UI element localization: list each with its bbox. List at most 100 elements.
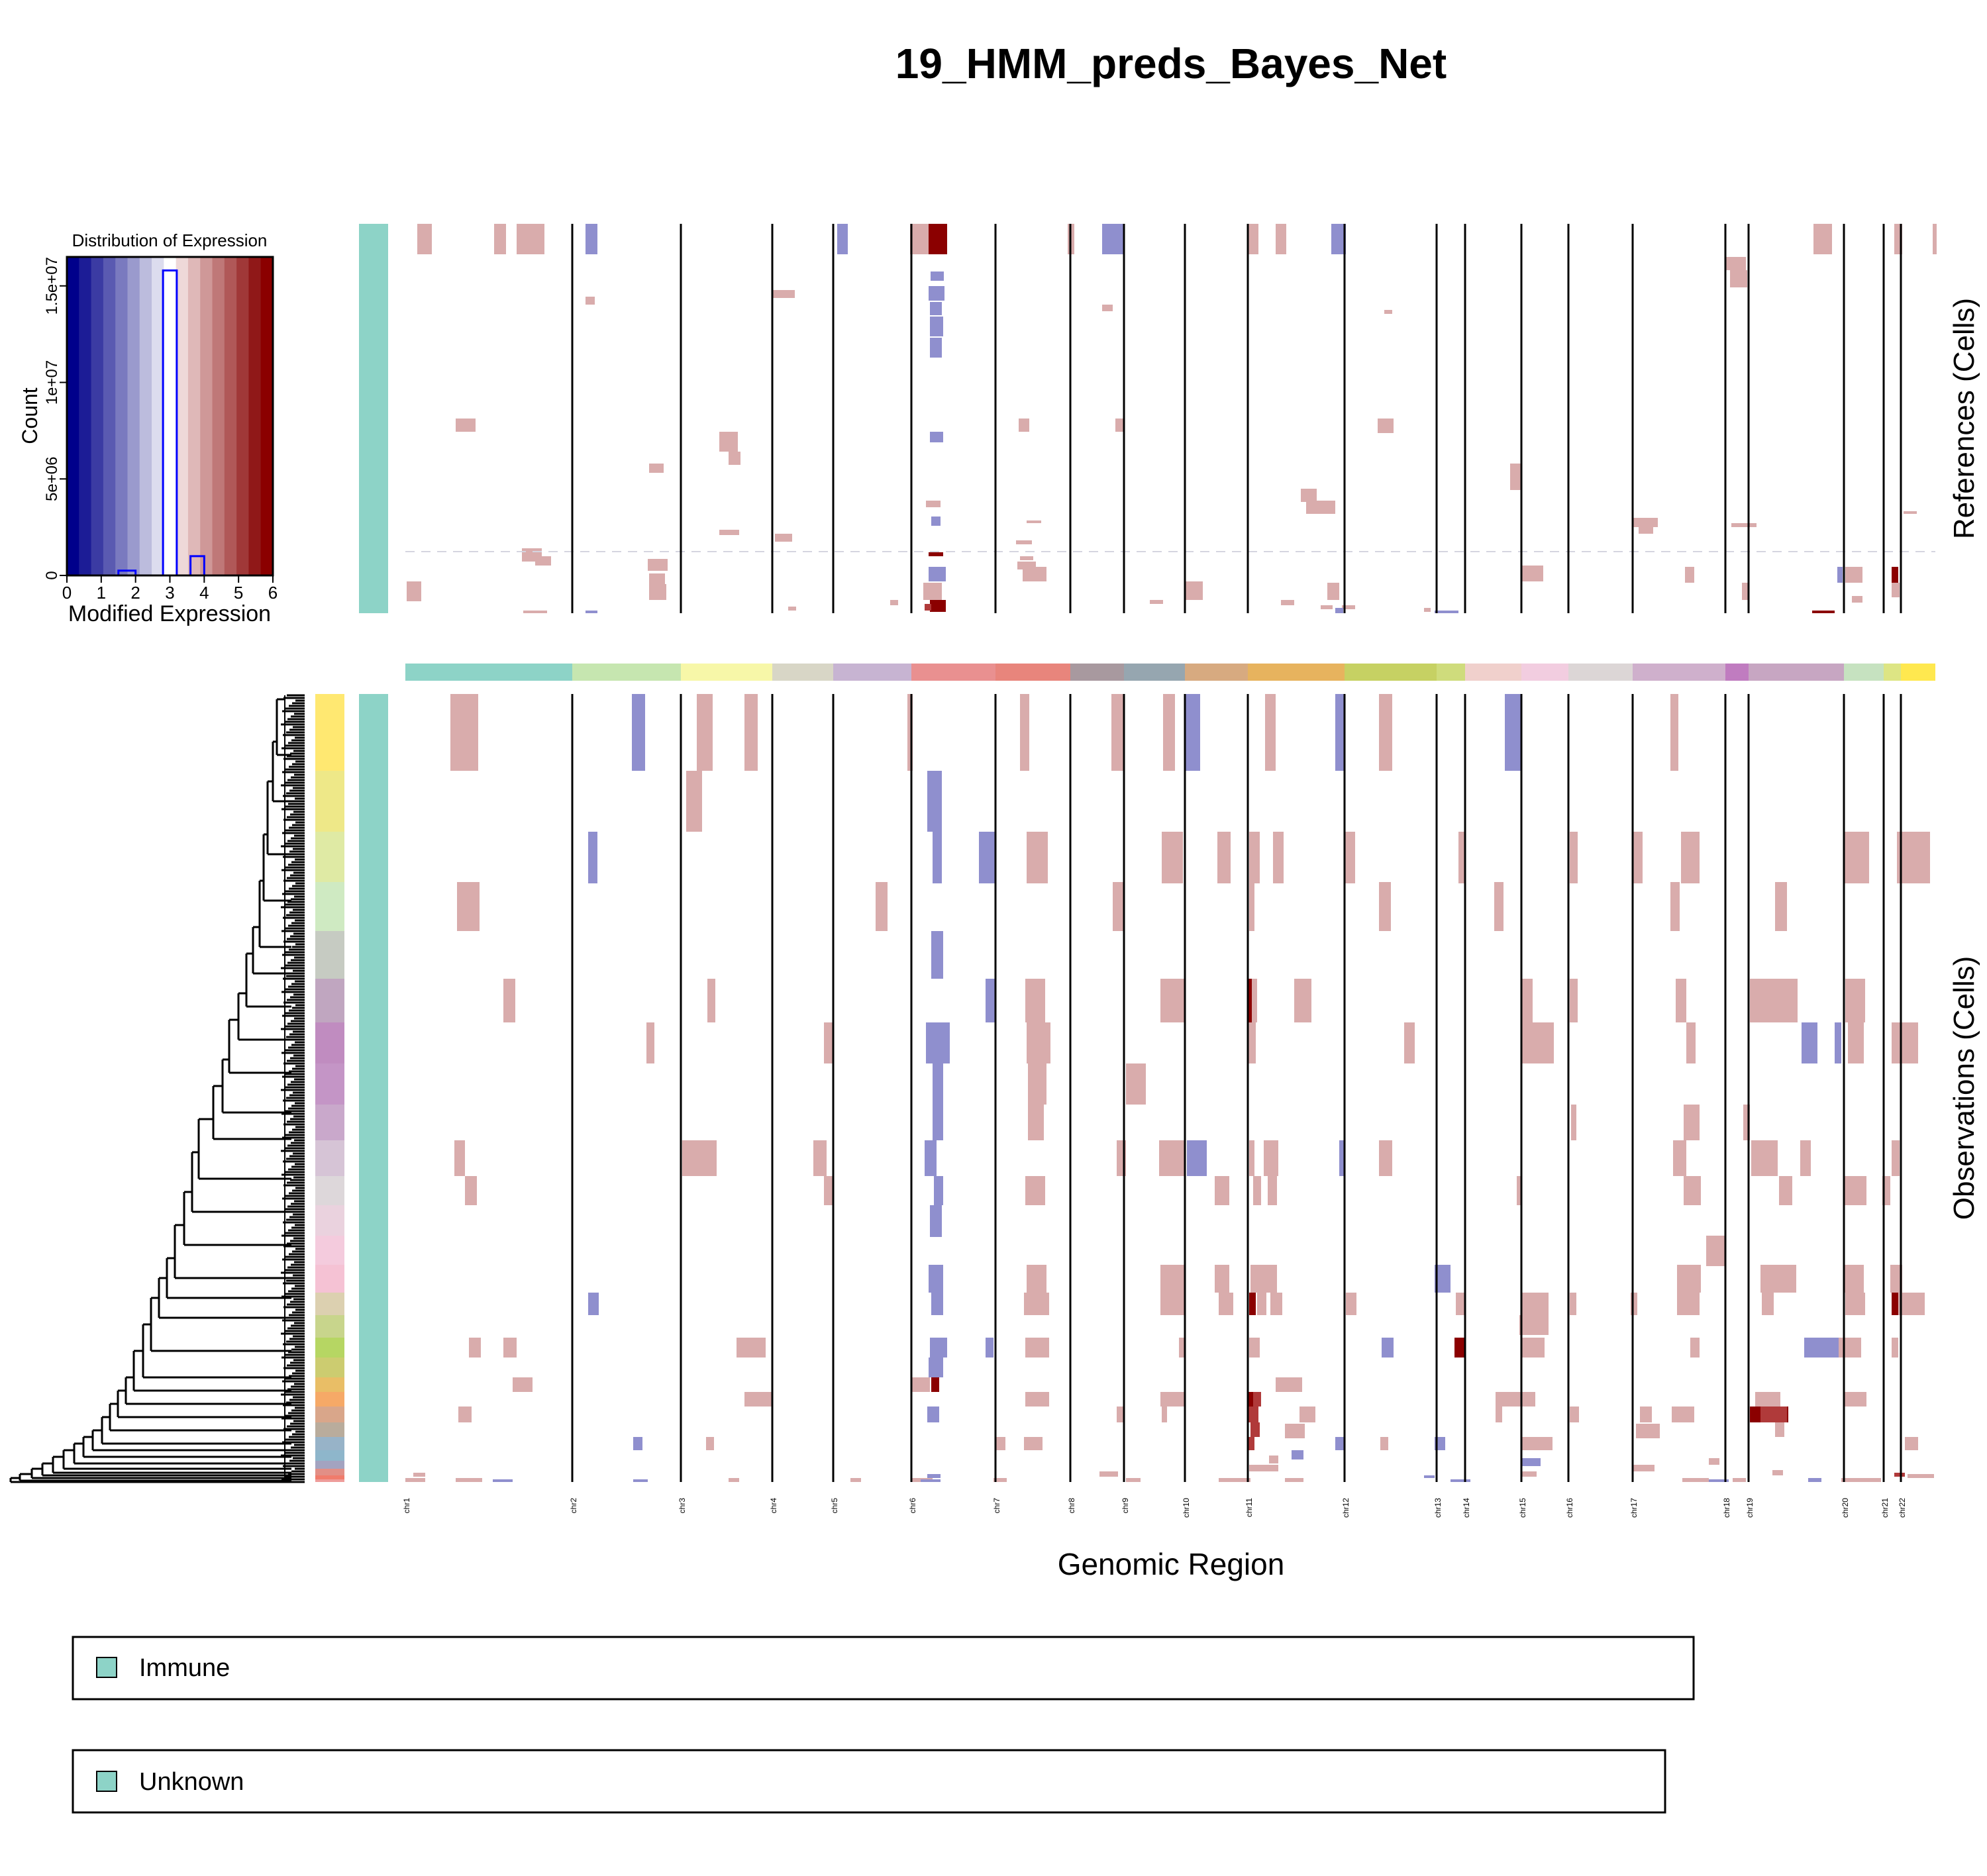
cnv-block (1250, 1265, 1277, 1293)
cnv-block (1257, 1293, 1266, 1315)
cnv-block (1933, 224, 1937, 254)
cnv-block (1250, 1422, 1260, 1437)
cnv-block (986, 1338, 994, 1358)
chromosome-color-segment (1521, 664, 1568, 681)
cnv-block (1751, 1140, 1778, 1176)
cnv-block (1456, 1293, 1465, 1315)
cnv-block (719, 432, 738, 452)
cnv-block (682, 1140, 717, 1176)
cnv-block (1633, 1465, 1655, 1471)
histogram-y-axis: 0 5e+06 1e+07 1.5e+07 (43, 257, 67, 580)
cluster-color-segment (315, 1063, 344, 1105)
legend-immune-swatch (96, 1657, 117, 1678)
cnv-block (1494, 882, 1503, 931)
histogram-y-tick-label: 1e+07 (43, 360, 61, 405)
x-axis-label: Genomic Region (1058, 1547, 1285, 1581)
cnv-block (1179, 1338, 1184, 1358)
cnv-block (926, 1022, 950, 1063)
cnv-block (686, 771, 702, 832)
cnv-block (1841, 1478, 1881, 1482)
color-key-strip (152, 257, 164, 575)
cnv-block (1184, 581, 1203, 600)
chromosome-color-segment (1070, 664, 1124, 681)
cnv-block (929, 286, 944, 301)
cnv-block (1709, 1479, 1729, 1482)
cnv-block (996, 1437, 1005, 1450)
cnv-block (929, 552, 943, 556)
cnv-block (1379, 694, 1392, 771)
cnv-block (1570, 1293, 1576, 1315)
cnv-block (1019, 419, 1029, 432)
chromosome-color-segment (1248, 664, 1345, 681)
cnv-block (1126, 1478, 1141, 1482)
cnv-block (1339, 1140, 1345, 1176)
chromosome-label: chr1 (402, 1498, 411, 1514)
cnv-block (933, 1105, 943, 1140)
cnv-block (824, 1022, 833, 1063)
cnv-block (1631, 1293, 1637, 1315)
cnv-block (1025, 1338, 1049, 1358)
cnv-block (1248, 1407, 1258, 1422)
cnv-block (1248, 979, 1253, 1022)
cluster-color-segment (315, 1422, 344, 1437)
cnv-block (1335, 1437, 1345, 1450)
cnv-block (813, 1140, 827, 1176)
cluster-color-segment (315, 1479, 344, 1482)
cnv-block (1025, 979, 1045, 1022)
color-key-strip (139, 257, 152, 575)
cnv-block (457, 882, 480, 931)
cnv-block (1027, 1022, 1050, 1063)
color-key-strip (236, 257, 250, 575)
figure-title: 19_HMM_preds_Bayes_Net (895, 40, 1447, 87)
cnv-block (1672, 1407, 1694, 1422)
cnv-block (1904, 511, 1917, 514)
cnv-block (1521, 1458, 1541, 1466)
cnv-block (1844, 1392, 1866, 1407)
cluster-color-segment (315, 1392, 344, 1407)
color-key-strip (79, 257, 92, 575)
observation-heatmap (405, 694, 1935, 1482)
cnv-block (1760, 1265, 1796, 1293)
legend-immune-frame (72, 1636, 1695, 1701)
cnv-block (1025, 1176, 1045, 1205)
cnv-block (1321, 605, 1333, 609)
cnv-block (1335, 608, 1343, 613)
cnv-block (1845, 1293, 1865, 1315)
histogram-y-tick-label: 0 (43, 571, 61, 579)
cnv-block (1571, 1105, 1576, 1140)
histogram-title: Distribution of Expression (72, 230, 268, 250)
chromosome-label: chr3 (678, 1498, 687, 1514)
chromosome-label: chr7 (992, 1498, 1001, 1514)
cnv-block (1522, 1437, 1553, 1450)
observations-axis-label: Observations (Cells) (1948, 956, 1980, 1220)
cnv-block (1775, 882, 1787, 931)
cnv-block (456, 1478, 482, 1482)
cnv-block (1682, 1478, 1709, 1482)
legend-unknown-frame (72, 1749, 1666, 1814)
cnv-block (729, 452, 740, 465)
cnv-block (633, 1437, 642, 1450)
cnv-block (1248, 224, 1258, 254)
cnv-block (931, 1377, 939, 1392)
histogram-x-axis: 0 1 2 3 4 5 6 (62, 575, 278, 603)
cnv-block (824, 1176, 833, 1205)
cnv-block (1570, 979, 1578, 1022)
color-key-strip (212, 257, 225, 575)
cnv-block (1299, 1407, 1315, 1422)
chromosome-label: chr9 (1121, 1498, 1130, 1514)
cnv-block (1894, 1473, 1905, 1477)
cnv-block (1670, 694, 1678, 771)
cnv-block (931, 1293, 943, 1315)
cnv-block (1301, 489, 1317, 502)
cnv-block (1380, 1437, 1388, 1450)
cluster-annotation-bar (315, 694, 344, 1482)
chromosome-label: chr19 (1745, 1498, 1755, 1518)
cnv-block (405, 1478, 425, 1482)
cluster-color-segment (315, 931, 344, 979)
cnv-block (1253, 1176, 1261, 1205)
cnv-block (930, 338, 942, 358)
legend-unknown-label: Unknown (139, 1768, 244, 1796)
cnv-block (1570, 832, 1578, 883)
cnv-block (1249, 1465, 1278, 1471)
